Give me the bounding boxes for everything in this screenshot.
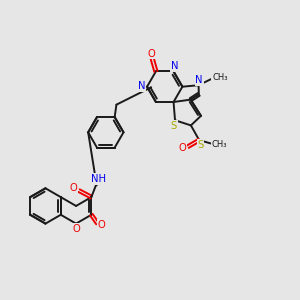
Text: O: O [98,220,106,230]
Text: N: N [138,81,146,91]
Text: O: O [70,183,78,193]
Text: S: S [197,140,204,150]
Text: NH: NH [91,174,106,184]
Text: O: O [179,143,187,153]
Text: O: O [73,224,80,234]
Text: O: O [148,49,156,59]
Text: S: S [171,121,177,130]
Text: N: N [195,75,203,85]
Text: CH₃: CH₃ [212,73,227,82]
Text: CH₃: CH₃ [212,140,227,149]
Text: N: N [171,61,178,71]
